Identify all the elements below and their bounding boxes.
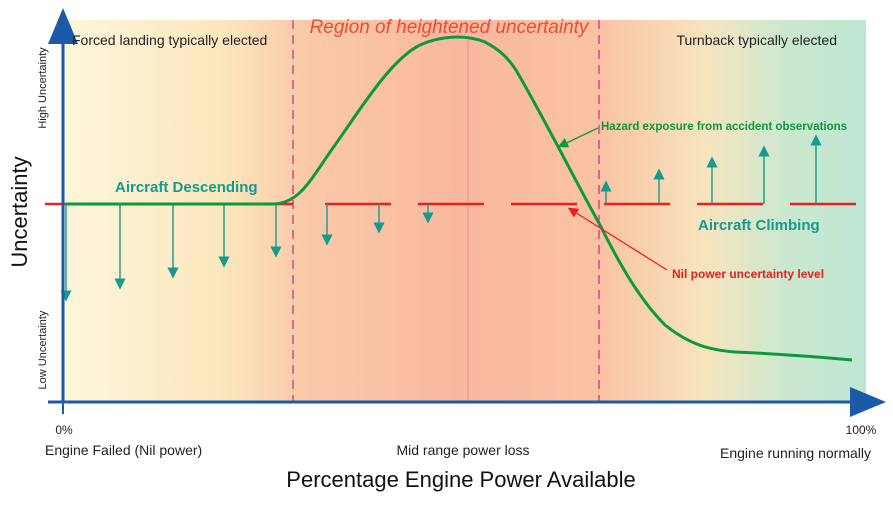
forced-landing-label: Forced landing typically elected [72,32,267,48]
hazard-callout-pointer [557,127,599,148]
aircraft-climbing-label: Aircraft Climbing [698,217,820,234]
y-axis-high-label: High Uncertainty [37,47,49,129]
x-axis-zero-label: 0% [55,423,73,437]
region-title: Region of heightened uncertainty [310,17,590,38]
y-axis-title: Uncertainty [7,156,32,267]
hazard-exposure-label: Hazard exposure from accident observatio… [601,121,847,133]
descending-arrows [60,204,434,302]
nil-power-level-label: Nil power uncertainty level [672,267,824,281]
x-axis-hundred-label: 100% [846,423,877,437]
turnback-label: Turnback typically elected [676,32,837,48]
x-axis-right-label: Engine running normally [720,445,871,461]
y-axis-low-label: Low Uncertainty [37,310,49,389]
climbing-arrows [600,134,822,204]
x-axis-mid-label: Mid range power loss [396,442,529,458]
hazard-exposure-curve [66,35,853,362]
aircraft-descending-label: Aircraft Descending [115,179,258,196]
x-axis-left-label: Engine Failed (Nil power) [45,442,202,458]
x-axis-title: Percentage Engine Power Available [286,467,635,492]
plot-background [63,20,866,402]
nil-level-callout-pointer [567,207,668,271]
